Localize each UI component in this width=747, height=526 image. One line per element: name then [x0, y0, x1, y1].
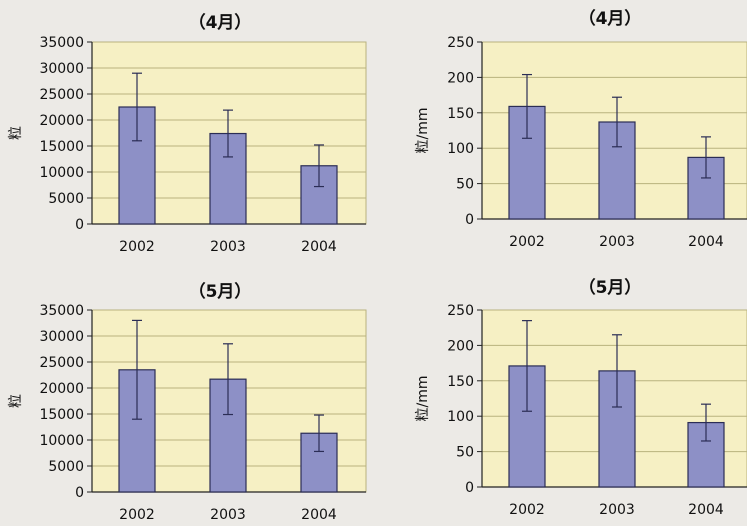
y-tick-label: 5000: [48, 191, 84, 207]
y-tick-label: 250: [447, 303, 474, 319]
x-tick-label: 2003: [210, 507, 246, 522]
x-tick-label: 2004: [688, 502, 724, 518]
y-tick-label: 0: [75, 217, 84, 233]
x-tick-label: 2004: [301, 239, 337, 255]
x-tick-label: 2002: [509, 234, 545, 250]
y-tick-label: 200: [447, 70, 474, 86]
y-tick-label: 0: [465, 212, 474, 228]
y-tick-label: 200: [447, 338, 474, 354]
bar: [118, 106, 156, 225]
chart-title: （5月）: [579, 277, 642, 298]
chart-title: （5月）: [189, 281, 252, 302]
x-tick-label: 2003: [210, 239, 246, 255]
y-tick-label: 150: [447, 374, 474, 390]
y-tick-label: 25000: [39, 87, 84, 103]
y-tick-label: 20000: [39, 113, 84, 129]
x-tick-label: 2003: [599, 234, 635, 250]
y-tick-label: 5000: [48, 459, 84, 475]
y-tick-label: 250: [447, 35, 474, 51]
x-tick-label: 2004: [688, 234, 724, 250]
y-tick-label: 50: [456, 445, 474, 461]
chart-title: （4月）: [189, 12, 252, 33]
y-axis-label: 粒/mm: [415, 108, 431, 154]
y-tick-label: 25000: [39, 355, 84, 371]
y-tick-label: 10000: [39, 433, 84, 449]
x-tick-label: 2002: [119, 507, 155, 522]
y-tick-label: 35000: [39, 35, 84, 51]
y-tick-label: 0: [75, 485, 84, 501]
y-axis-label: 粒/mm: [415, 376, 431, 422]
y-tick-label: 150: [447, 106, 474, 122]
y-tick-label: 100: [447, 141, 474, 157]
x-tick-label: 2002: [509, 502, 545, 518]
chart-title: （4月）: [579, 8, 642, 29]
y-tick-label: 30000: [39, 61, 84, 77]
x-tick-label: 2004: [301, 507, 337, 522]
y-tick-label: 35000: [39, 303, 84, 319]
y-axis-label: 粒: [8, 126, 24, 140]
y-tick-label: 30000: [39, 329, 84, 345]
y-tick-label: 100: [447, 409, 474, 425]
y-tick-label: 0: [465, 480, 474, 496]
y-tick-label: 15000: [39, 407, 84, 423]
y-tick-label: 10000: [39, 165, 84, 181]
y-axis-label: 粒: [8, 394, 24, 408]
y-tick-label: 50: [456, 177, 474, 193]
y-tick-label: 15000: [39, 139, 84, 155]
x-tick-label: 2003: [599, 502, 635, 518]
y-tick-label: 20000: [39, 381, 84, 397]
x-tick-label: 2002: [119, 239, 155, 255]
